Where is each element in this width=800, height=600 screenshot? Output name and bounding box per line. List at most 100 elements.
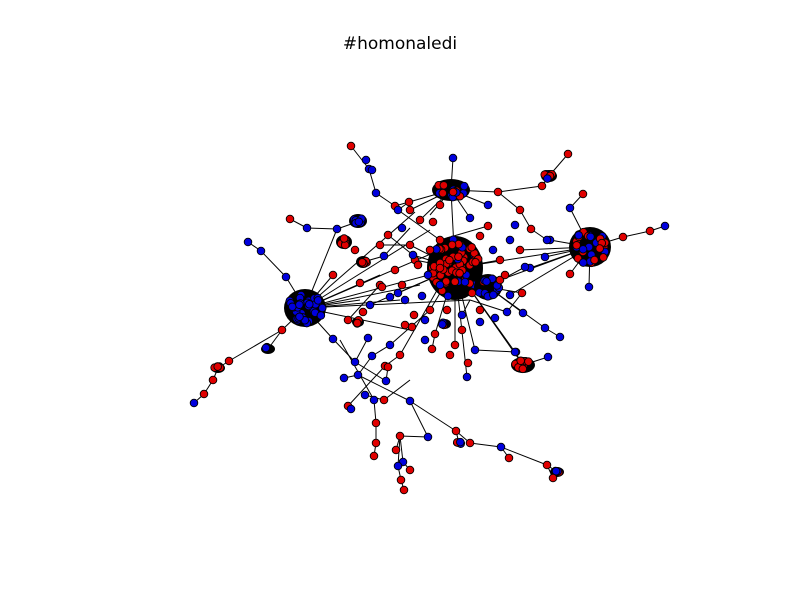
graph-node-blue: [456, 437, 465, 447]
graph-node-blue: [448, 153, 458, 163]
graph-node-red: [199, 389, 209, 399]
graph-node-red: [369, 451, 379, 461]
graph-edge: [347, 284, 381, 321]
graph-node-red: [377, 282, 387, 292]
graph-node-blue: [551, 466, 561, 476]
graph-node-blue: [256, 246, 266, 256]
graph-node-blue: [543, 174, 552, 183]
graph-node-blue: [540, 323, 550, 333]
graph-node-blue: [305, 300, 314, 309]
graph-node-blue: [482, 277, 491, 286]
graph-node-red: [427, 344, 437, 354]
graph-node-blue: [365, 300, 375, 310]
graph-node-blue: [505, 235, 515, 245]
graph-node-blue: [420, 335, 430, 345]
graph-node-red: [493, 187, 503, 197]
graph-node-red: [590, 255, 599, 265]
graph-node-blue: [397, 223, 407, 233]
graph-node-red: [645, 226, 655, 236]
graph-node-red: [542, 460, 552, 470]
node-cluster: [432, 179, 470, 202]
graph-node-red: [448, 187, 458, 197]
graph-node-blue: [423, 270, 433, 280]
graph-node-red: [475, 305, 485, 315]
graph-node-blue: [457, 310, 467, 320]
clusters-layer: [210, 169, 611, 477]
graph-node-blue: [417, 291, 427, 301]
node-cluster: [511, 356, 535, 374]
graph-node-blue: [488, 245, 498, 255]
graph-node-red: [399, 485, 409, 495]
graph-node-blue: [367, 165, 377, 175]
graph-node-blue: [490, 313, 500, 323]
graph-node-blue: [369, 395, 379, 405]
node-cluster: [349, 214, 367, 228]
graph-node-red: [457, 325, 467, 335]
graph-node-blue: [313, 296, 323, 305]
graph-node-blue: [353, 370, 363, 380]
graph-node-blue: [502, 307, 512, 317]
graph-node-blue: [470, 345, 480, 355]
graph-node-red: [425, 245, 435, 255]
graph-edge: [497, 185, 543, 193]
graph-edge: [399, 435, 429, 438]
graph-node-blue: [261, 343, 271, 353]
graph-node-blue: [360, 390, 370, 400]
graph-node-blue: [542, 235, 552, 245]
graph-node-blue: [584, 282, 594, 292]
node-cluster: [284, 289, 327, 328]
graph-node-red: [285, 214, 295, 224]
graph-edge: [622, 230, 651, 238]
graph-node-red: [572, 241, 581, 250]
graph-node-red: [504, 453, 514, 463]
graph-node-red: [405, 240, 415, 250]
graph-node-red: [343, 315, 353, 325]
graph-node-blue: [459, 181, 469, 191]
graph-edge: [409, 400, 429, 438]
graph-node-red: [371, 418, 381, 428]
graph-node-red: [435, 200, 445, 210]
graph-node-blue: [520, 262, 530, 272]
graph-node-red: [451, 426, 461, 436]
graph-node-red: [213, 362, 222, 371]
graph-node-red: [475, 231, 485, 241]
graph-edge: [500, 446, 548, 466]
graph-edge: [383, 227, 411, 257]
graph-node-blue: [543, 352, 553, 362]
graph-node-red: [445, 350, 455, 360]
node-cluster: [438, 318, 451, 330]
graph-node-red: [515, 205, 525, 215]
graph-node-red: [463, 358, 473, 368]
graph-node-red: [450, 340, 460, 350]
graph-node-red: [357, 258, 367, 267]
graph-node-red: [563, 149, 573, 159]
graph-node-blue: [438, 320, 447, 329]
graph-node-blue: [302, 223, 312, 233]
graph-edge: [397, 209, 441, 241]
graph-node-blue: [420, 315, 430, 325]
graph-node-blue: [518, 308, 528, 318]
graph-node-blue: [578, 258, 588, 267]
graph-node-blue: [346, 404, 356, 414]
graph-edge: [357, 374, 411, 402]
graph-node-red: [537, 181, 547, 191]
graph-edge: [332, 338, 356, 363]
graph-node-red: [413, 260, 423, 270]
graph-node-blue: [332, 224, 342, 234]
graph-node-red: [404, 197, 414, 207]
graph-node-red: [397, 280, 407, 290]
graph-node-blue: [505, 290, 515, 300]
graph-node-blue: [574, 231, 583, 240]
graph-node-red: [495, 255, 505, 265]
graph-node-red: [435, 263, 445, 273]
graph-node-red: [599, 253, 608, 262]
graph-node-red: [467, 288, 477, 298]
graph-node-blue: [385, 340, 395, 350]
graph-node-red: [450, 277, 460, 286]
graph-node-red: [442, 305, 452, 315]
graph-node-red: [405, 205, 415, 215]
graph-node-red: [495, 275, 505, 285]
graph-node-red: [445, 255, 454, 265]
graph-node-blue: [555, 332, 565, 342]
